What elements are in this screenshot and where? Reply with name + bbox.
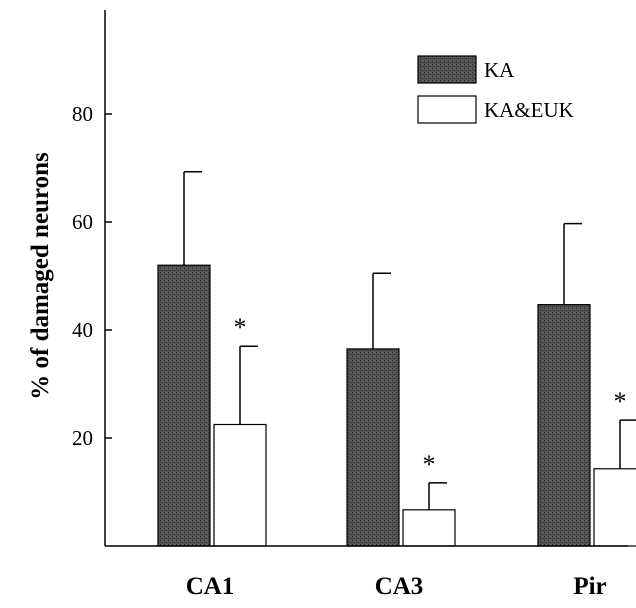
bar-KA&EUK-CA1 [213,423,267,547]
legend-label-KA&EUK: KA&EUK [484,98,574,122]
plot-area: * * * 20 40 60 80 CA1 CA3 Pir KA KA&EUK [72,10,636,600]
legend-label-KA: KA [484,58,515,82]
x-category-label-CA3: CA3 [375,573,424,600]
x-category-label-Pir: Pir [573,573,606,600]
y-tick-label-20: 20 [72,426,93,450]
bar-KA-CA3 [346,348,400,547]
y-tick-label-60: 60 [72,210,93,234]
x-category-label-CA1: CA1 [186,573,235,600]
significance-marker-CA1: * [234,313,247,342]
significance-marker-CA3: * [423,450,436,479]
legend-swatch-KA&EUK [417,95,477,124]
significance-marker-Pir: * [614,387,627,416]
legend-swatch-KA [417,55,477,84]
bar-KA&EUK-Pir [593,468,636,547]
y-tick-label-80: 80 [72,102,93,126]
bar-KA-Pir [537,304,591,547]
y-axis-label: % of damaged neurons [27,152,54,400]
y-tick-label-40: 40 [72,318,93,342]
bar-KA&EUK-CA3 [402,509,456,547]
bar-KA-CA1 [157,264,211,547]
